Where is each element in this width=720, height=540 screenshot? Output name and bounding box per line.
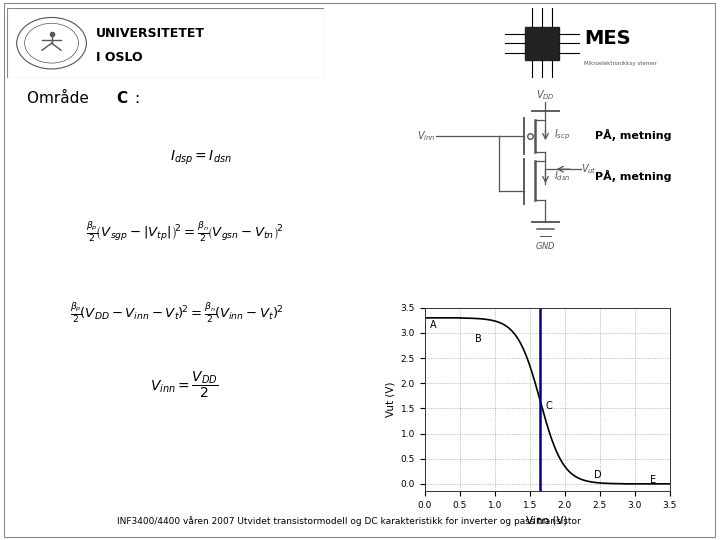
Y-axis label: Vut (V): Vut (V) (385, 382, 395, 417)
Text: E: E (650, 475, 656, 485)
Text: $GND$: $GND$ (535, 240, 556, 251)
Text: $\frac{\beta_p}{2}\!\left(V_{sgp} - |V_{tp}|\right)^{\!2} = \frac{\beta_n}{2}\!\: $\frac{\beta_p}{2}\!\left(V_{sgp} - |V_{… (86, 220, 284, 245)
Text: $V_{DD}$: $V_{DD}$ (536, 89, 555, 103)
Text: C: C (545, 401, 552, 411)
Text: MES: MES (584, 29, 631, 48)
Bar (525, 27, 559, 59)
Text: $V_{inn}$: $V_{inn}$ (418, 130, 436, 143)
Text: Område: Område (27, 91, 94, 106)
Text: B: B (475, 334, 482, 344)
Text: $I_{dsp} = I_{dsn}$: $I_{dsp} = I_{dsn}$ (170, 148, 232, 167)
Text: :: : (134, 91, 139, 106)
Text: $V_{inn} = \dfrac{V_{DD}}{2}$: $V_{inn} = \dfrac{V_{DD}}{2}$ (150, 369, 219, 400)
Text: C: C (116, 91, 127, 106)
Text: $I_{dsn}$: $I_{dsn}$ (554, 169, 570, 183)
Text: D: D (594, 470, 602, 480)
Text: PÅ, metning: PÅ, metning (595, 170, 671, 182)
Text: $\frac{\beta_p}{2}\!\left(V_{DD} - V_{inn} - V_t\right)^{\!2} = \frac{\beta_n}{2: $\frac{\beta_p}{2}\!\left(V_{DD} - V_{in… (70, 301, 283, 326)
Text: PÅ, metning: PÅ, metning (595, 129, 671, 141)
Text: Mikroelektronikksy stemer: Mikroelektronikksy stemer (584, 60, 657, 65)
Text: $V_{ut}$: $V_{ut}$ (581, 163, 597, 176)
Text: INF3400/4400 våren 2007 Utvidet transistormodell og DC karakteristikk for invert: INF3400/4400 våren 2007 Utvidet transist… (117, 517, 581, 526)
Text: A: A (430, 320, 436, 330)
X-axis label: Vinn (V): Vinn (V) (526, 516, 568, 525)
Text: UNIVERSITETET: UNIVERSITETET (96, 28, 205, 40)
Text: 2007: 2007 (693, 250, 707, 293)
Text: I OSLO: I OSLO (96, 51, 143, 64)
Text: $I_{scp}$: $I_{scp}$ (554, 128, 570, 143)
